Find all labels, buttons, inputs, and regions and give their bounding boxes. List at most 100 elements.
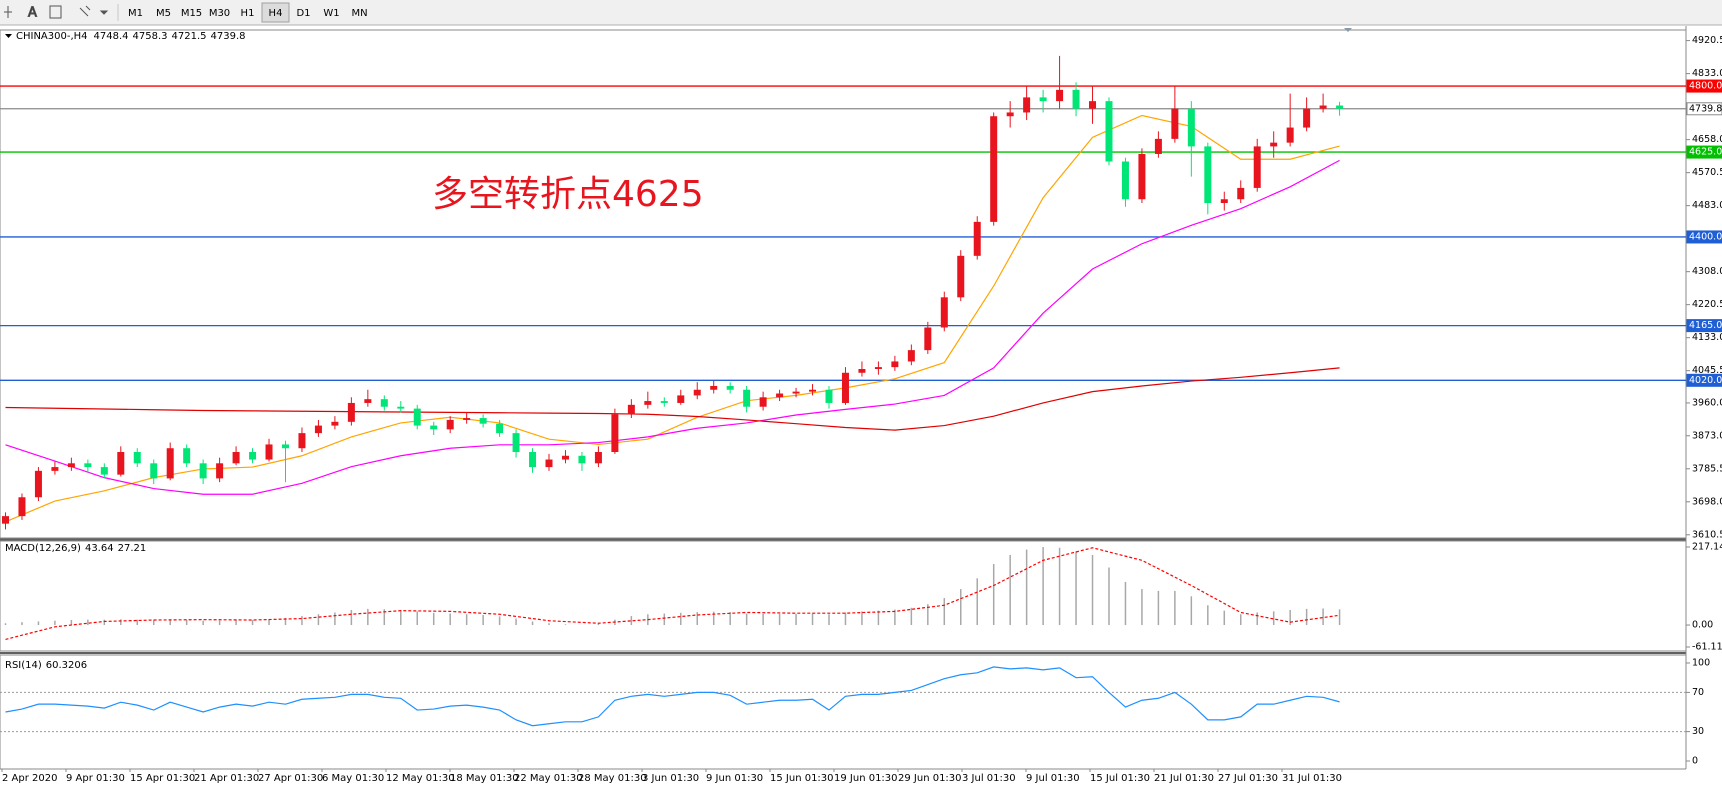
rsi-header: RSI(14) 60.3206 — [5, 660, 87, 671]
x-tick-label: 2 Apr 2020 — [2, 773, 57, 784]
candle-body — [1270, 142, 1278, 147]
level-label-box — [1686, 319, 1722, 333]
shapes-icon[interactable] — [79, 5, 91, 17]
candle-body — [430, 425, 438, 430]
candle-body — [199, 463, 207, 479]
candle-body — [331, 421, 339, 426]
x-tick-label: 21 Jul 01:30 — [1154, 773, 1214, 784]
candle-body — [1171, 108, 1179, 139]
y-tick-label: 70 — [1692, 687, 1704, 698]
y-tick-label: 4570.5 — [1692, 167, 1722, 178]
y-tick-label: 0 — [1692, 756, 1698, 767]
candle-body — [1187, 108, 1195, 147]
candle-body — [380, 399, 388, 407]
x-tick-label: 28 May 01:30 — [578, 773, 647, 784]
x-tick-label: 3 Jun 01:30 — [642, 773, 699, 784]
timeframe-button[interactable]: D1 — [296, 8, 310, 19]
candle-body — [1253, 146, 1261, 188]
candle-body — [133, 451, 141, 464]
level-label-box — [1686, 230, 1722, 244]
candle-body — [809, 389, 817, 392]
low: 4721.5 — [172, 31, 207, 42]
level-label-box — [1686, 145, 1722, 159]
candle-body — [364, 399, 372, 403]
y-tick-label: -61.11 — [1692, 642, 1722, 653]
x-tick-label: 19 Jun 01:30 — [834, 773, 898, 784]
candle-body — [84, 463, 92, 468]
level-label-box — [1686, 102, 1722, 116]
candle-body — [446, 419, 454, 430]
candle-body — [743, 389, 751, 407]
candle-body — [957, 255, 965, 298]
candle-body — [759, 397, 767, 407]
crosshair-icon[interactable] — [4, 6, 12, 18]
text-icon[interactable]: A — [28, 5, 38, 21]
candle-body — [1072, 89, 1080, 109]
candle-body — [825, 389, 833, 403]
candle-body — [117, 451, 125, 475]
timeframe-button[interactable]: M1 — [128, 8, 143, 19]
timeframe-bar: M1 M5 M15 M30 H1 H4 D1 W1 MN — [128, 2, 368, 23]
candle-body — [529, 451, 537, 468]
candle-body — [298, 433, 306, 449]
annotation: 多空转折点4625 — [432, 174, 704, 215]
toolbar-icons: A — [4, 4, 119, 21]
candle-body — [463, 418, 471, 420]
candle-body — [627, 404, 635, 415]
rsi-panel — [0, 654, 1687, 770]
high: 4758.3 — [133, 31, 168, 42]
y-tick-label: 100 — [1692, 658, 1710, 669]
candle-body — [1319, 105, 1327, 109]
label-icon[interactable] — [49, 5, 62, 19]
x-tick-label: 3 Jul 01:30 — [962, 773, 1016, 784]
y-tick-label: 3785.5 — [1692, 463, 1722, 474]
macd-signal — [5, 547, 1340, 640]
candle-body — [858, 368, 866, 373]
rsi-line — [5, 666, 1340, 727]
timeframe-button[interactable]: M15 — [181, 8, 202, 19]
candle-body — [1220, 199, 1228, 204]
level-label: 4625.0 — [1689, 147, 1722, 158]
x-tick-label: 18 May 01:30 — [450, 773, 519, 784]
timeframe-button[interactable]: W1 — [323, 8, 339, 19]
candle-body — [1056, 89, 1064, 102]
candle-body — [594, 451, 602, 464]
x-tick-label: 12 May 01:30 — [386, 773, 455, 784]
timeframe-button[interactable]: H1 — [241, 8, 255, 19]
macd-header: MACD(12,26,9) 43.64 27.21 — [5, 543, 146, 554]
candle-body — [397, 406, 405, 409]
timeframe-button[interactable]: M5 — [156, 8, 171, 19]
candle-body — [1336, 105, 1344, 109]
candle-body — [496, 423, 504, 434]
candle-body — [281, 444, 289, 449]
candle-body — [545, 459, 553, 468]
candle-body — [1237, 187, 1245, 200]
timeframe-button[interactable]: H4 — [269, 8, 283, 19]
x-tick-label: 9 Jul 01:30 — [1026, 773, 1080, 784]
timeframe-button[interactable]: MN — [351, 8, 367, 19]
signal-value: 27.21 — [118, 543, 147, 554]
moving-average — [5, 367, 1340, 431]
header-arrow — [5, 34, 12, 38]
candle-body — [265, 444, 273, 460]
y-tick-label: 30 — [1692, 726, 1704, 737]
level-label: 4020.0 — [1689, 375, 1722, 386]
candle-body — [940, 297, 948, 328]
candle-body — [2, 516, 9, 524]
candle-body — [347, 402, 355, 422]
y-tick-label: 3873.0 — [1692, 430, 1722, 441]
candle-body — [611, 414, 619, 452]
candle-body — [1023, 97, 1031, 113]
y-tick-label: 4220.5 — [1692, 299, 1722, 310]
x-tick-label: 9 Apr 01:30 — [66, 773, 125, 784]
candle-body — [1089, 101, 1097, 109]
x-tick-label: 15 Jul 01:30 — [1090, 773, 1150, 784]
candle-body — [150, 463, 158, 479]
x-tick-label: 15 Jun 01:30 — [770, 773, 834, 784]
timeframe-button[interactable]: M30 — [209, 8, 230, 19]
x-tick-label: 15 Apr 01:30 — [130, 773, 195, 784]
level-label: 4400.0 — [1689, 231, 1722, 242]
dropdown-icon[interactable] — [99, 10, 109, 15]
candle-body — [841, 372, 849, 403]
